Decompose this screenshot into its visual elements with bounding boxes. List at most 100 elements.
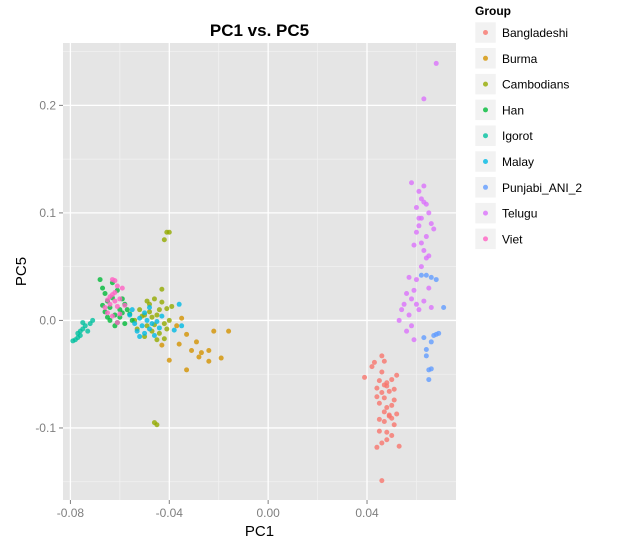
data-point [117, 296, 123, 302]
data-point [431, 226, 437, 232]
x-axis-title: PC1 [245, 523, 274, 540]
data-point [399, 307, 405, 313]
series-bangladeshi [362, 353, 402, 484]
data-point [127, 312, 133, 318]
data-point [379, 369, 385, 375]
legend-label: Igorot [502, 129, 533, 143]
data-point [119, 285, 125, 291]
data-point [389, 377, 395, 383]
data-point [384, 437, 390, 443]
legend-label: Cambodians [502, 78, 569, 92]
legend-marker [483, 55, 488, 61]
data-point [184, 331, 190, 337]
data-point [381, 358, 387, 364]
data-point [176, 301, 182, 307]
data-point [109, 313, 115, 319]
data-point [169, 303, 175, 309]
legend-marker [483, 236, 488, 242]
data-point [384, 429, 390, 435]
data-point [112, 298, 118, 304]
data-point [381, 395, 387, 401]
y-axis-title: PC5 [13, 257, 30, 286]
data-point [124, 307, 130, 313]
data-point [137, 315, 143, 321]
legend-label: Burma [502, 52, 538, 66]
data-point [102, 305, 108, 311]
y-tick-label: -0.1 [35, 421, 56, 435]
data-point [379, 478, 385, 484]
data-point [374, 385, 380, 391]
data-point [85, 328, 91, 334]
data-point [394, 411, 400, 417]
data-point [423, 346, 429, 352]
legend-title: Group [475, 4, 511, 18]
data-point [401, 301, 407, 307]
data-point [418, 240, 424, 246]
data-point [428, 221, 434, 227]
data-point [384, 405, 390, 411]
data-point [416, 188, 422, 194]
data-point [374, 444, 380, 450]
data-point [174, 323, 180, 329]
data-point [164, 306, 170, 312]
data-point [142, 310, 148, 316]
data-point [421, 183, 427, 189]
data-point [396, 317, 402, 323]
data-point [154, 319, 160, 325]
data-point [409, 323, 415, 329]
y-tick-label: 0.0 [39, 313, 56, 327]
data-point [423, 353, 429, 359]
data-point [428, 305, 434, 311]
data-point [423, 234, 429, 240]
data-point [206, 348, 212, 354]
data-point [379, 389, 385, 395]
data-point [107, 301, 113, 307]
data-point [161, 237, 167, 243]
data-point [161, 321, 167, 327]
data-point [114, 303, 120, 309]
data-point [226, 328, 232, 334]
data-point [218, 355, 224, 361]
data-point [166, 229, 172, 235]
legend-marker [483, 159, 488, 164]
data-point [159, 286, 165, 292]
data-point [362, 374, 368, 380]
data-point [411, 337, 417, 343]
data-point [179, 315, 185, 321]
chart-title: PC1 vs. PC5 [210, 21, 309, 40]
data-point [75, 330, 81, 336]
data-point [409, 180, 415, 186]
data-point [100, 285, 106, 291]
data-point [159, 313, 165, 319]
grid-lines [63, 43, 456, 500]
data-point [112, 278, 118, 284]
data-point [406, 274, 412, 280]
data-point [151, 332, 157, 338]
legend-label: Punjabi_ANI_2 [502, 181, 582, 195]
data-point [411, 242, 417, 248]
legend-label: Telugu [502, 207, 537, 221]
data-point [376, 428, 382, 434]
legend-label: Malay [502, 155, 534, 169]
data-point [386, 413, 392, 419]
data-point [426, 377, 432, 383]
data-point [129, 307, 135, 313]
data-point [164, 326, 170, 332]
data-point [154, 337, 160, 343]
data-point [371, 359, 377, 365]
data-point [369, 364, 375, 370]
data-point [142, 330, 148, 336]
legend: Group Bangladeshi Burma Cambodians Han Igoro… [474, 4, 582, 250]
data-point [166, 317, 172, 323]
data-point [147, 305, 153, 311]
data-point [122, 321, 128, 327]
data-point [421, 335, 427, 341]
data-point [411, 287, 417, 293]
data-point [374, 394, 380, 400]
data-point [416, 223, 422, 229]
data-point [421, 248, 427, 254]
data-point [379, 440, 385, 446]
data-point [404, 291, 410, 297]
data-point [418, 264, 424, 270]
y-tick-label: 0.2 [39, 98, 56, 112]
